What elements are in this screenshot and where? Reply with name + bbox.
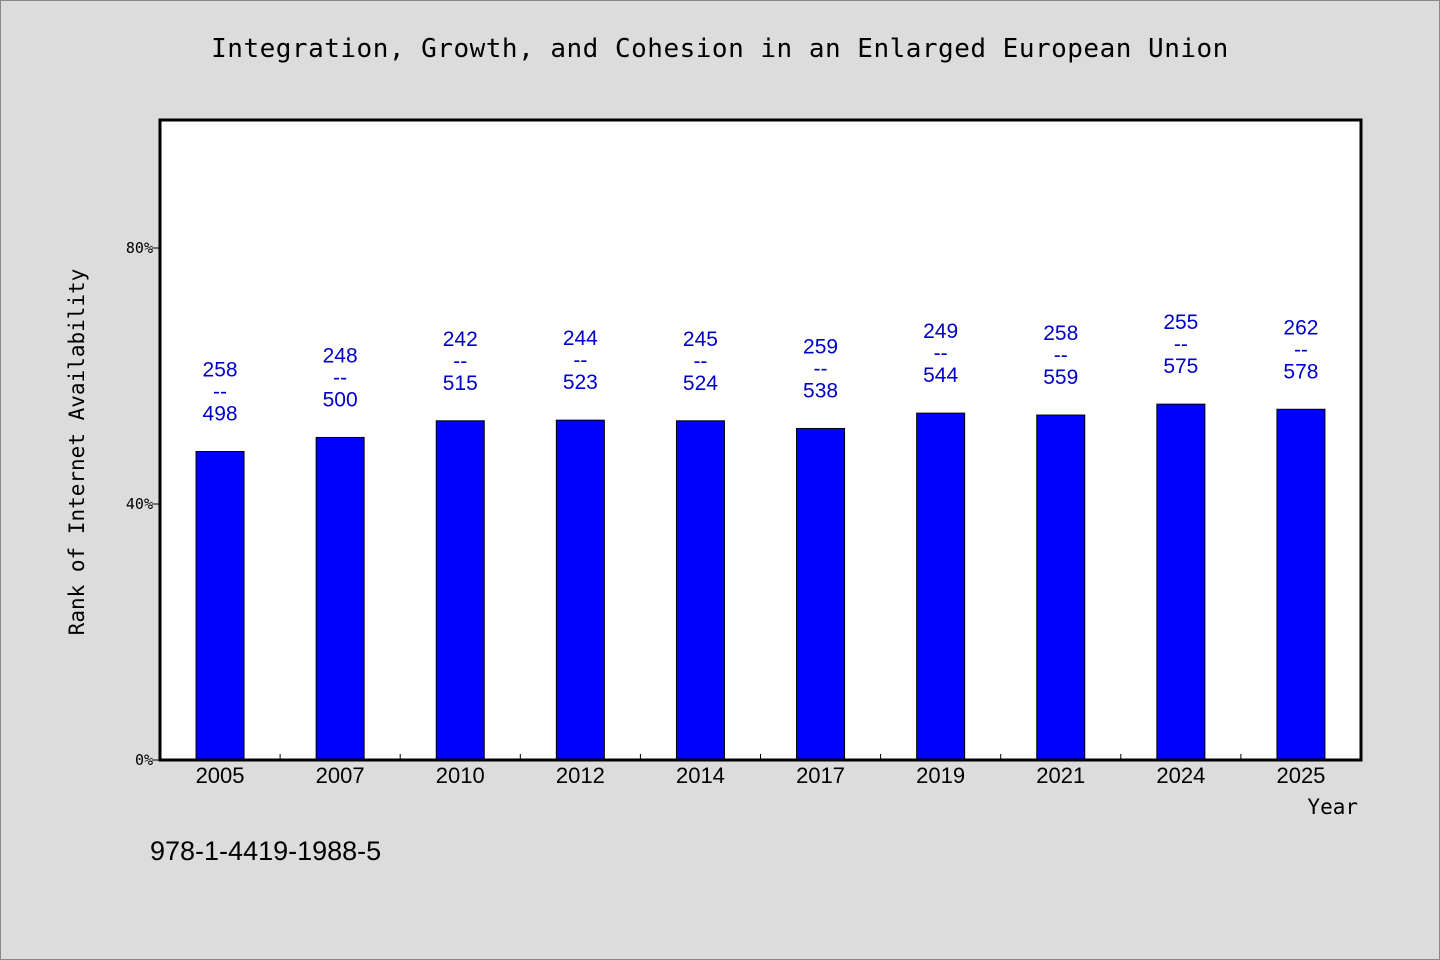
data-label: -- <box>213 381 227 404</box>
data-label: -- <box>934 342 948 365</box>
x-tick-label: 2005 <box>196 763 245 788</box>
plot-border <box>158 118 1363 762</box>
data-label: -- <box>573 349 587 372</box>
bar <box>796 427 846 761</box>
data-label: -- <box>1054 344 1068 367</box>
data-label: 544 <box>923 364 958 387</box>
data-label: -- <box>1294 338 1308 361</box>
data-label: 255 <box>1163 311 1198 334</box>
x-tick-label: 2025 <box>1276 763 1325 788</box>
data-label: 249 <box>923 320 958 343</box>
bar <box>435 420 485 761</box>
bar <box>1276 408 1326 761</box>
data-label: 575 <box>1163 355 1198 378</box>
x-tick-label: 2010 <box>436 763 485 788</box>
data-label: 259 <box>803 335 838 358</box>
bar <box>1036 414 1086 761</box>
bar <box>195 451 245 761</box>
data-label: 258 <box>1043 322 1078 345</box>
isbn-text: 978-1-4419-1988-5 <box>150 836 382 866</box>
x-tick-label: 2012 <box>556 763 605 788</box>
y-tick-label: 0% <box>135 751 153 769</box>
data-label: 500 <box>323 388 358 411</box>
data-label: -- <box>453 350 467 373</box>
y-tick-label: 40% <box>126 495 153 513</box>
x-tick-label: 2021 <box>1036 763 1085 788</box>
y-tick-label: 80% <box>126 239 153 257</box>
x-tick-label: 2019 <box>916 763 965 788</box>
x-tick-label: 2024 <box>1156 763 1205 788</box>
data-label: -- <box>333 366 347 389</box>
data-label: 538 <box>803 379 838 402</box>
data-label: 515 <box>443 372 478 395</box>
data-label: 244 <box>563 327 598 350</box>
bar <box>555 419 605 761</box>
x-tick-label: 2014 <box>676 763 725 788</box>
data-label: 245 <box>683 328 718 351</box>
x-tick-label: 2017 <box>796 763 845 788</box>
data-label: 524 <box>683 372 718 395</box>
bar <box>315 436 365 761</box>
data-label: -- <box>814 357 828 380</box>
data-label: -- <box>693 350 707 373</box>
data-label: 559 <box>1043 366 1078 389</box>
data-label: 248 <box>323 344 358 367</box>
data-label: 262 <box>1283 316 1318 339</box>
chart-title: Integration, Growth, and Cohesion in an … <box>211 34 1229 64</box>
bar <box>1156 403 1206 761</box>
data-label: 578 <box>1283 360 1318 383</box>
data-label: 242 <box>443 328 478 351</box>
data-label: 498 <box>203 403 238 426</box>
data-label: 258 <box>203 359 238 382</box>
x-axis-label: Year <box>1307 795 1358 819</box>
data-label: -- <box>1174 333 1188 356</box>
data-label: 523 <box>563 371 598 394</box>
x-tick-label: 2007 <box>316 763 365 788</box>
bar <box>675 420 725 761</box>
bar <box>916 412 966 761</box>
